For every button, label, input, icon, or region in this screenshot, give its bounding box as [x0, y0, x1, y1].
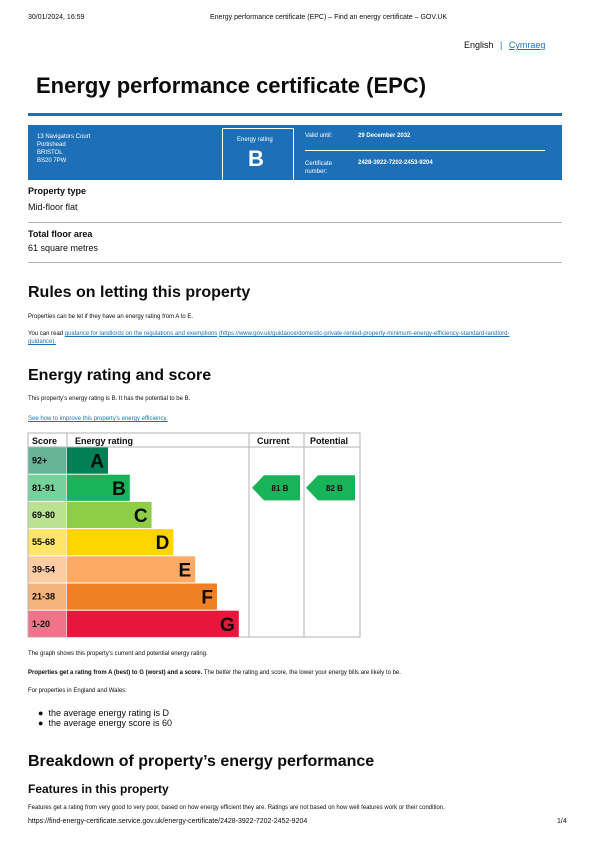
potential-arrow [306, 475, 355, 501]
current-arrow [252, 475, 300, 501]
band-letter: F [201, 588, 213, 609]
band-score: 69-80 [32, 510, 55, 520]
band-score: 21-38 [32, 592, 55, 602]
bullet-list: ● the average energy rating is D ● the a… [38, 708, 172, 728]
rating-letter: B [248, 146, 264, 171]
features-heading: Features in this property [28, 782, 169, 796]
print-title: Energy performance certificate (EPC) – F… [210, 14, 448, 21]
guidance-url-cont[interactable]: guidance). [28, 339, 57, 345]
rules-read: You can read guidance for landlords on t… [28, 331, 510, 337]
band-score: 1-20 [32, 619, 50, 629]
language-switch: English | Cymraeg [464, 40, 545, 50]
band-bar [67, 447, 108, 474]
guidance-url[interactable]: (https://www.gov.uk/guidance/domestic-pr… [218, 331, 510, 337]
band-letter: G [220, 615, 235, 636]
cert-label-2: number: [305, 169, 328, 175]
guidance-link[interactable]: guidance for landlords on the regulation… [64, 331, 218, 337]
chart-header: Current [257, 436, 290, 446]
page-title: Energy performance certificate (EPC) [36, 73, 427, 98]
score-cell [28, 447, 67, 474]
divider [28, 222, 562, 223]
address-line: BRISTOL [37, 150, 63, 156]
explain-bold: Properties get a rating from A (best) to… [28, 670, 203, 676]
address-line: Portishead [37, 142, 66, 148]
potential-label: 82 B [326, 484, 343, 493]
breakdown-heading: Breakdown of property’s energy performan… [28, 753, 375, 770]
band-letter: D [156, 533, 170, 554]
chart-frame [27, 432, 361, 638]
band-bar [67, 474, 130, 501]
score-cell [28, 610, 67, 637]
bullet: ● the average energy rating is D [38, 708, 170, 718]
title-rule [28, 113, 562, 116]
explain-normal: The better the rating and score, the low… [203, 670, 401, 676]
chart-header: Potential [310, 436, 348, 446]
band-score: 55-68 [32, 537, 55, 547]
summary-rule [305, 150, 545, 151]
improve-link[interactable]: See how to improve this property’s energ… [28, 416, 168, 422]
bullet-text: the average energy rating is D [48, 708, 170, 718]
print-url: https://find-energy-certificate.service.… [28, 818, 308, 825]
lang-english[interactable]: English [464, 40, 494, 50]
rating-box: Energy rating B [222, 128, 294, 181]
rating-text: This property’s energy rating is B. It h… [28, 396, 191, 402]
features-text: Features get a rating from very good to … [28, 805, 445, 811]
band-score: 92+ [32, 456, 47, 466]
band-letter: C [134, 506, 148, 527]
property-type-value: Mid-floor flat [28, 202, 78, 212]
band-letter: B [112, 479, 126, 500]
band-bar [67, 610, 239, 637]
cert-value: 2428-3922-7202-2453-9204 [358, 160, 433, 166]
band-letter: E [179, 560, 192, 581]
read-prefix: You can read [28, 331, 64, 337]
score-cell [28, 529, 67, 556]
chart-header: Energy rating [75, 436, 133, 446]
bullet-text: the average energy score is 60 [48, 718, 173, 728]
address-line: 13 Navigators Court [37, 134, 91, 140]
property-type-label: Property type [28, 186, 87, 196]
rules-text: Properties can be let if they have an en… [28, 314, 194, 320]
band-score: 39-54 [32, 564, 55, 574]
band-bar [67, 529, 174, 556]
address: 13 Navigators Court Portishead BRISTOL BS20… [37, 133, 90, 165]
bullet: ● the average energy score is 60 [38, 718, 173, 728]
score-cell [28, 474, 67, 501]
chart-header: Score [32, 436, 57, 446]
separator: | [500, 40, 503, 50]
summary-box: 13 Navigators Court Portishead BRISTOL BS20… [28, 125, 562, 181]
band-letter: A [90, 452, 104, 473]
current-label: 81 B [272, 484, 289, 493]
cert-label-1: Certificate [305, 161, 333, 167]
score-cell [28, 556, 67, 583]
lang-cymraeg[interactable]: Cymraeg [508, 40, 546, 50]
print-datetime: 30/01/2024, 16:59 [28, 14, 85, 21]
score-cell [28, 501, 67, 529]
band-bar [67, 501, 152, 529]
cert-label: Certificate number: [305, 160, 332, 176]
valid-value: 29 December 2032 [358, 133, 411, 139]
score-cell [28, 583, 67, 610]
for-properties: For properties in England and Wales: [28, 688, 127, 694]
rating-label: Energy rating [237, 137, 273, 143]
valid-label: Valid until: [305, 133, 333, 139]
divider [28, 262, 562, 263]
band-score: 81-91 [32, 483, 55, 493]
floor-area-value: 61 square metres [28, 243, 99, 253]
rating-explain: Properties get a rating from A (best) to… [28, 670, 401, 676]
rules-heading: Rules on letting this property [28, 284, 251, 301]
rating-heading: Energy rating and score [28, 367, 212, 384]
band-bar [67, 583, 217, 610]
address-line: BS20 7PW [37, 158, 67, 164]
chart-caption: The graph shows this property’s current … [28, 651, 208, 657]
floor-area-label: Total floor area [28, 229, 93, 239]
print-page: 1/4 [557, 818, 567, 825]
band-bar [67, 556, 196, 583]
